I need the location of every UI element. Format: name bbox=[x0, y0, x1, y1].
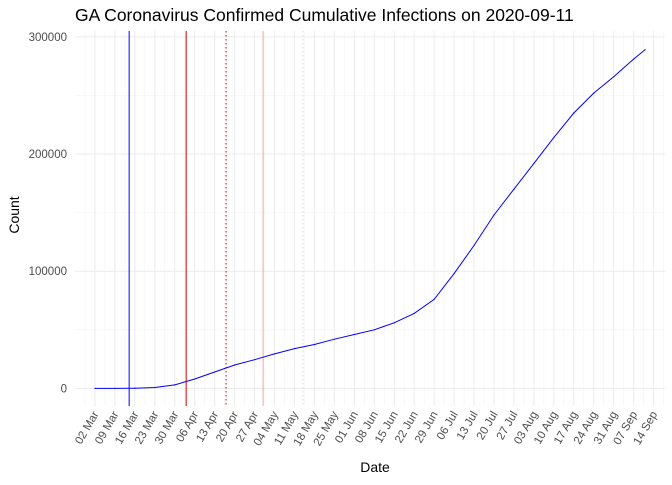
data-point bbox=[393, 322, 395, 324]
data-point bbox=[353, 333, 355, 336]
series-layer bbox=[94, 49, 646, 390]
data-point bbox=[553, 137, 555, 139]
x-axis-title: Date bbox=[360, 459, 390, 475]
data-point bbox=[433, 298, 435, 300]
data-point bbox=[214, 371, 216, 373]
y-tick-label: 0 bbox=[61, 383, 67, 395]
chart-title: GA Coronavirus Confirmed Cumulative Infe… bbox=[75, 5, 574, 25]
data-point bbox=[613, 76, 615, 78]
reference-lines bbox=[128, 31, 304, 406]
data-point bbox=[134, 387, 136, 389]
data-point bbox=[94, 387, 96, 390]
data-point bbox=[234, 364, 236, 366]
y-tick-label: 200000 bbox=[29, 149, 67, 161]
data-point bbox=[253, 359, 256, 361]
data-point bbox=[413, 312, 415, 315]
data-point bbox=[174, 384, 176, 386]
y-axis-ticks: 0 100000 200000 300000 bbox=[29, 32, 67, 396]
data-point bbox=[273, 353, 276, 355]
y-tick-label: 100000 bbox=[29, 266, 67, 278]
series-line bbox=[95, 49, 646, 389]
data-point bbox=[313, 343, 316, 346]
y-axis-title: Count bbox=[6, 196, 22, 233]
data-point bbox=[194, 378, 196, 380]
data-point bbox=[333, 338, 335, 340]
data-point bbox=[573, 112, 575, 114]
data-point bbox=[644, 49, 646, 51]
data-point bbox=[493, 214, 495, 216]
data-point bbox=[593, 92, 595, 94]
data-point bbox=[293, 347, 296, 350]
data-point bbox=[114, 387, 116, 389]
data-point bbox=[373, 329, 375, 331]
data-point bbox=[154, 386, 156, 389]
data-point bbox=[473, 244, 475, 247]
data-point bbox=[633, 58, 635, 60]
data-point bbox=[533, 162, 535, 165]
data-point bbox=[513, 188, 515, 190]
data-point bbox=[453, 272, 455, 275]
grid-lines bbox=[75, 31, 665, 406]
y-tick-label: 300000 bbox=[29, 32, 67, 44]
